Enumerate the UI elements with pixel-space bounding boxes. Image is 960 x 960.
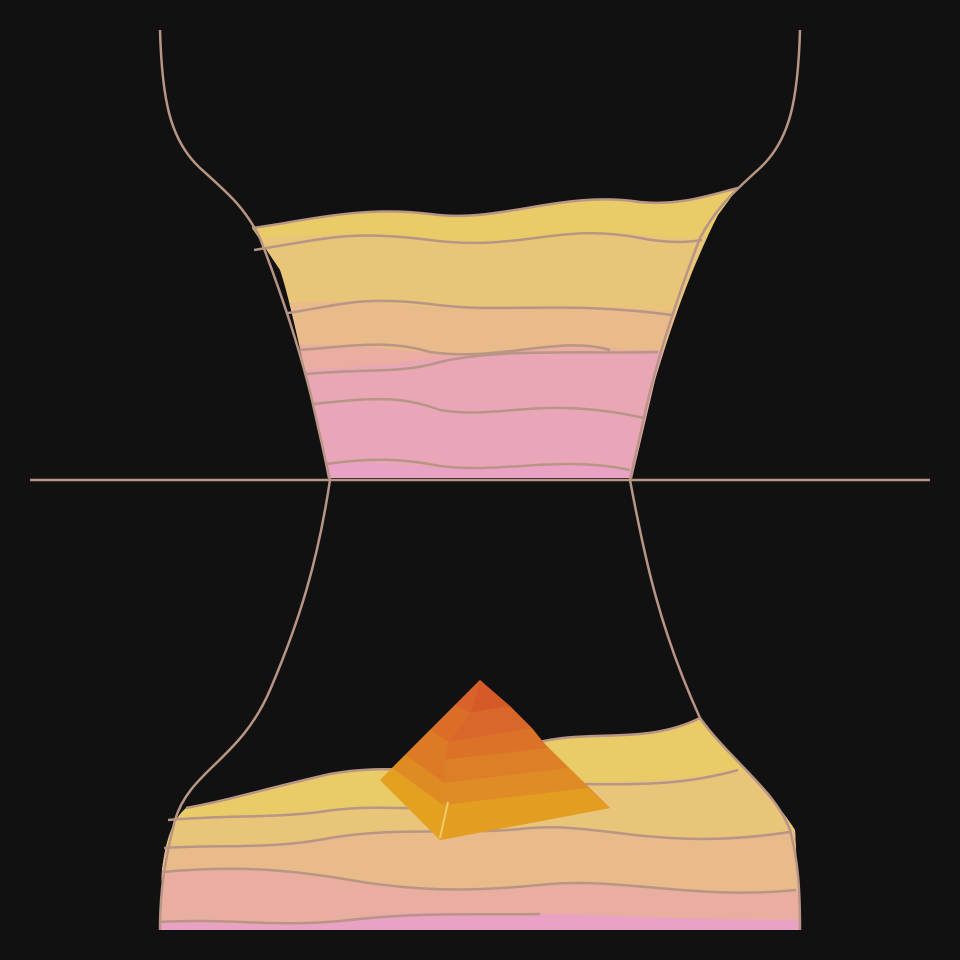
pyramid-edge — [439, 801, 449, 839]
pyramid-left-steps — [380, 680, 480, 840]
lower-right-wall — [628, 479, 802, 931]
upper-left-wall — [158, 29, 332, 481]
upper-strata-lines — [251, 186, 739, 472]
pyramid-icon — [380, 680, 610, 840]
pyramid-right-steps — [440, 680, 610, 840]
hourglass-shape — [30, 29, 930, 931]
upper-sand — [252, 188, 738, 478]
upper-right-wall — [628, 29, 802, 481]
lower-layer-5 — [160, 912, 800, 930]
lower-left-wall — [158, 479, 332, 931]
